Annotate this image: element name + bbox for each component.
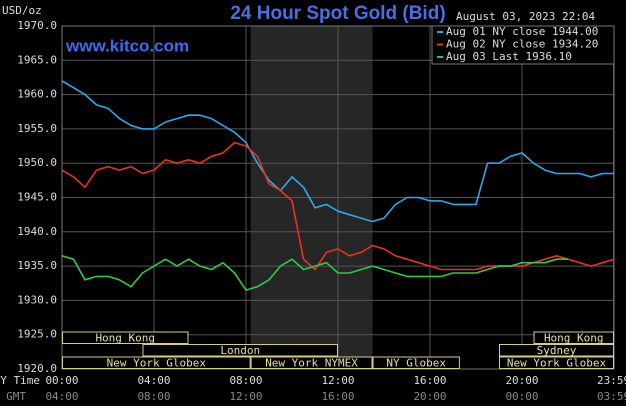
legend-label: Aug 03 Last 1936.10 xyxy=(446,50,572,63)
y-tick-label: 1970.0 xyxy=(17,19,57,32)
series-line xyxy=(61,80,614,223)
x2-tick-label: 03:59 xyxy=(597,390,626,403)
y-tick-label: 1960.0 xyxy=(17,88,57,101)
grid-layer: 1920.0 1925.0 1930.0 1935.0 1940.0 1945.0 1950… xyxy=(17,19,626,403)
legend-label: Aug 02 NY close 1934.20 xyxy=(446,38,598,51)
session-label: Hong Kong xyxy=(95,331,155,344)
x2-tick-label: 16:00 xyxy=(321,390,354,403)
x-axis-label: NY Time xyxy=(0,374,40,387)
y-tick-label: 1945.0 xyxy=(17,191,57,204)
session-bar xyxy=(499,344,614,357)
x-tick-label: 12:00 xyxy=(321,374,354,387)
session-bar xyxy=(142,344,338,357)
x2-tick-label: 04:00 xyxy=(45,390,78,403)
session-label: New York NYMEX xyxy=(265,356,358,369)
session-label: New York Globex xyxy=(507,356,607,369)
x-tick-label: 20:00 xyxy=(505,374,538,387)
site-label: www.kitco.com xyxy=(65,36,189,55)
session-label: NY Globex xyxy=(386,356,446,369)
series-line xyxy=(61,255,568,291)
legend-box xyxy=(431,25,615,65)
x-tick-label: 00:00 xyxy=(45,374,78,387)
chart-title: 24 Hour Spot Gold (Bid) xyxy=(230,3,445,24)
session-label: Sydney xyxy=(537,344,577,357)
x-tick-label: 04:00 xyxy=(137,374,170,387)
y-tick-label: 1965.0 xyxy=(17,53,57,66)
y-tick-label: 1950.0 xyxy=(17,156,57,169)
session-label: New York Globex xyxy=(107,356,207,369)
y-tick-label: 1920.0 xyxy=(17,362,57,375)
session-bar xyxy=(62,356,251,369)
session-bar xyxy=(499,356,614,369)
y-tick-label: 1955.0 xyxy=(17,122,57,135)
y-axis-label: USD/oz xyxy=(2,4,42,17)
x2-tick-label: 00:00 xyxy=(505,390,538,403)
session-bar xyxy=(533,331,614,344)
y-tick-label: 1940.0 xyxy=(17,225,57,238)
session-bar xyxy=(372,356,460,369)
y-tick-label: 1935.0 xyxy=(17,259,57,272)
x2-tick-label: 12:00 xyxy=(229,390,262,403)
session-bar xyxy=(250,356,373,369)
x-tick-label: 23:59 xyxy=(597,374,626,387)
x2-tick-label: 08:00 xyxy=(137,390,170,403)
x2-tick-label: 20:00 xyxy=(413,390,446,403)
session-bar xyxy=(62,331,189,344)
series-line xyxy=(61,141,615,271)
x-tick-label: 16:00 xyxy=(413,374,446,387)
x-tick-label: 08:00 xyxy=(229,374,262,387)
session-label: London xyxy=(220,344,260,357)
timestamp: August 03, 2023 22:04 xyxy=(456,10,595,23)
y-tick-label: 1930.0 xyxy=(17,293,57,306)
legend-label: Aug 01 NY close 1944.00 xyxy=(446,25,598,38)
x2-axis-label: GMT xyxy=(6,390,26,403)
session-label: Hong Kong xyxy=(544,331,604,344)
y-tick-label: 1925.0 xyxy=(17,328,57,341)
